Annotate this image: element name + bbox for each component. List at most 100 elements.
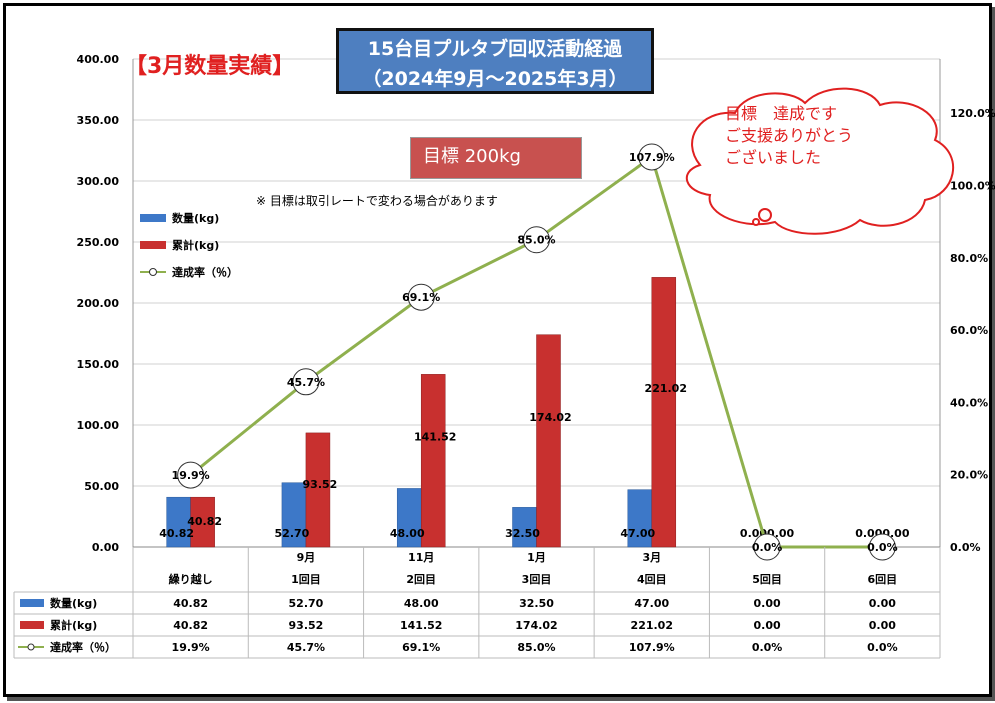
speech-bubble-text: 目標 達成です ご支援ありがとう ございました xyxy=(725,103,853,169)
legend-item-cum: 累計(kg) xyxy=(140,237,219,253)
chart-title: 15台目プルタブ回収活動経過 （2024年9月～2025年3月） xyxy=(336,28,654,94)
bubble-tail-small xyxy=(752,218,760,226)
table-cell-qty: 48.00 xyxy=(404,597,439,610)
data-label-zero: 0.000.00 xyxy=(740,527,795,540)
legend-swatch-cum xyxy=(140,241,166,249)
title-line-1: 15台目プルタブ回収活動経過 xyxy=(367,38,623,60)
table-cell-cum: 40.82 xyxy=(173,619,208,632)
bar-cum xyxy=(536,334,561,548)
table-header-rate: 達成率（％） xyxy=(50,640,116,654)
y-right-tick-label: 40.0% xyxy=(950,396,988,409)
bubble-line-3: ございました xyxy=(725,148,822,167)
y-right-tick-label: 0.0% xyxy=(950,541,981,554)
x-category-bottom: 1回目 xyxy=(291,572,321,586)
table-cell-qty: 0.00 xyxy=(754,597,781,610)
data-label-zero: 0.000.00 xyxy=(855,527,910,540)
table-cell-rate: 85.0% xyxy=(517,641,555,654)
table-swatch-qty xyxy=(20,599,44,607)
rate-marker xyxy=(523,226,550,254)
y-left-tick-label: 250.00 xyxy=(77,236,120,249)
y-left-tick-label: 50.00 xyxy=(84,480,119,493)
bar-cum xyxy=(420,374,446,548)
table-cell-qty: 40.82 xyxy=(173,597,208,610)
bar-qty xyxy=(166,496,191,548)
rate-marker xyxy=(177,461,205,489)
table-cell-cum: 93.52 xyxy=(289,619,324,632)
bar-cum xyxy=(651,277,677,548)
x-category-bottom: 繰り越し xyxy=(169,572,213,586)
x-category-top: 9月 xyxy=(297,551,316,564)
table-header-cum: 累計(kg) xyxy=(50,618,97,632)
bar-cum xyxy=(190,496,215,548)
y-left-tick-label: 0.00 xyxy=(92,541,119,554)
x-category-bottom: 6回目 xyxy=(868,572,898,586)
y-left-tick-label: 150.00 xyxy=(77,358,120,371)
table-cell-cum: 221.02 xyxy=(631,619,673,632)
y-left-tick-label: 400.00 xyxy=(77,53,120,66)
rate-note: ※ 目標は取引レートで変わる場合があります xyxy=(256,194,498,208)
bar-qty xyxy=(281,482,307,548)
legend-item-qty: 数量(kg) xyxy=(140,210,219,226)
legend-swatch-qty xyxy=(140,214,166,222)
data-label-cum: 221.02 xyxy=(645,382,687,395)
rate-marker xyxy=(292,368,320,396)
table-cell-cum: 174.02 xyxy=(515,619,557,632)
target-badge: 目標 200kg xyxy=(410,137,582,179)
table-swatch-cum xyxy=(20,621,44,629)
bar-cum xyxy=(305,432,331,548)
y-left-tick-label: 200.00 xyxy=(77,297,120,310)
table-cell-rate: 19.9% xyxy=(172,641,210,654)
data-label-qty: 40.82 xyxy=(159,527,194,540)
x-category-bottom: 5回目 xyxy=(752,572,782,586)
x-category-bottom: 2回目 xyxy=(406,572,436,586)
rate-label: 0.0% xyxy=(867,541,898,554)
table-cell-rate: 0.0% xyxy=(752,641,783,654)
data-label-qty: 48.00 xyxy=(390,527,425,540)
y-right-tick-label: 60.0% xyxy=(950,324,988,337)
legend-label-qty: 数量(kg) xyxy=(172,212,220,225)
y-left-tick-label: 350.00 xyxy=(77,114,120,127)
rate-label: 45.7% xyxy=(287,376,325,389)
table-cell-qty: 47.00 xyxy=(634,597,669,610)
title-line-2: （2024年9月～2025年3月） xyxy=(362,68,628,90)
bubble-line-1: 目標 達成です xyxy=(725,104,838,123)
x-category-top: 1月 xyxy=(527,551,546,564)
data-label-qty: 47.00 xyxy=(620,527,655,540)
table-cell-rate: 107.9% xyxy=(629,641,675,654)
data-label-qty: 32.50 xyxy=(505,527,540,540)
y-right-tick-label: 120.0% xyxy=(950,107,995,120)
y-right-tick-label: 100.0% xyxy=(950,180,995,193)
legend-item-rate: 達成率（％） xyxy=(140,264,238,280)
table-cell-rate: 45.7% xyxy=(287,641,325,654)
table-cell-cum: 141.52 xyxy=(400,619,442,632)
x-category-bottom: 4回目 xyxy=(637,572,667,586)
rate-marker xyxy=(753,533,781,561)
data-label-cum: 141.52 xyxy=(414,431,456,444)
bubble-tail-large xyxy=(758,208,772,222)
y-left-tick-label: 300.00 xyxy=(77,175,120,188)
speech-bubble xyxy=(685,87,954,235)
table-cell-qty: 52.70 xyxy=(289,597,324,610)
bar-qty xyxy=(512,507,537,548)
table-cell-cum: 0.00 xyxy=(869,619,896,632)
table-cell-rate: 69.1% xyxy=(402,641,440,654)
chart-subtitle: 【3月数量実績】 xyxy=(125,54,295,79)
rate-label: 0.0% xyxy=(752,541,783,554)
rate-label: 69.1% xyxy=(402,291,440,304)
table-cell-qty: 0.00 xyxy=(869,597,896,610)
x-category-bottom: 3回目 xyxy=(522,572,552,586)
table-header-qty: 数量(kg) xyxy=(50,596,97,610)
legend-label-rate: 達成率（％） xyxy=(172,266,238,279)
y-right-tick-label: 80.0% xyxy=(950,252,988,265)
data-label-cum: 174.02 xyxy=(529,411,571,424)
rate-label: 19.9% xyxy=(172,469,210,482)
x-category-top: 11月 xyxy=(408,551,434,564)
x-category-top: 3月 xyxy=(642,551,661,564)
table-swatch-rate-marker xyxy=(27,643,35,651)
data-label-cum: 93.52 xyxy=(303,478,338,491)
data-label-cum: 40.82 xyxy=(187,515,222,528)
legend-label-cum: 累計(kg) xyxy=(172,239,220,252)
rate-label: 85.0% xyxy=(517,234,555,247)
bar-qty xyxy=(396,488,422,548)
